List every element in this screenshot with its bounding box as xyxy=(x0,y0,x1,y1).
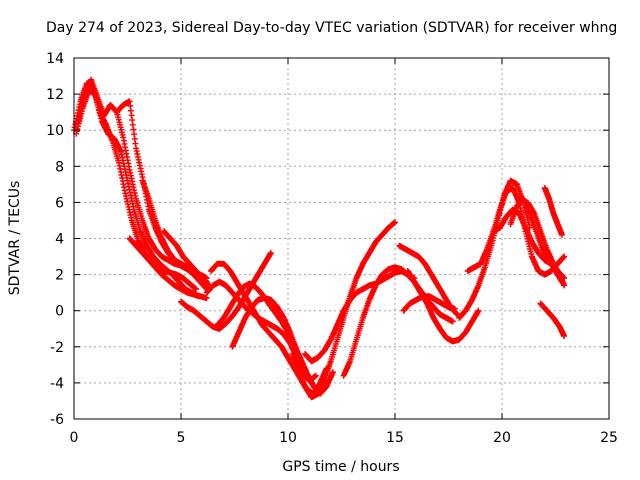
data-marker xyxy=(541,185,565,238)
data-marker xyxy=(160,228,212,289)
x-tick-label: 10 xyxy=(279,430,297,446)
satellite-track-25 xyxy=(541,185,565,238)
x-tick-label: 25 xyxy=(600,430,618,446)
data-marker xyxy=(302,268,418,365)
y-tick-label: 12 xyxy=(46,87,64,103)
data-marker xyxy=(524,199,568,289)
x-axis-label: GPS time / hours xyxy=(282,459,399,475)
data-points xyxy=(71,76,568,401)
satellite-track-18 xyxy=(404,268,482,345)
y-tick-label: 8 xyxy=(55,159,64,175)
satellite-track-24 xyxy=(537,300,568,339)
satellite-track-6 xyxy=(139,177,210,285)
data-marker xyxy=(139,177,210,285)
satellite-track-7 xyxy=(160,228,212,289)
y-axis-label: SDTVAR / TECUs xyxy=(7,181,23,296)
satellite-track-5 xyxy=(126,235,210,302)
x-tick-label: 15 xyxy=(386,430,404,446)
y-tick-label: -2 xyxy=(50,340,64,356)
data-marker xyxy=(229,295,306,368)
y-tick-label: 4 xyxy=(55,232,64,248)
y-tick-label: -6 xyxy=(50,412,64,428)
satellite-track-12 xyxy=(229,295,306,368)
y-tick-label: 2 xyxy=(55,268,64,284)
y-tick-label: 6 xyxy=(55,195,64,211)
satellite-track-23 xyxy=(524,199,568,289)
x-tick-label: 20 xyxy=(493,430,511,446)
y-tick-label: -4 xyxy=(50,376,64,392)
y-tick-label: 14 xyxy=(46,51,64,67)
x-tick-label: 5 xyxy=(177,430,186,446)
chart-title: Day 274 of 2023, Sidereal Day-to-day VTE… xyxy=(46,20,617,36)
data-marker xyxy=(126,235,210,302)
x-tick-label: 0 xyxy=(70,430,79,446)
y-tick-label: 10 xyxy=(46,123,64,139)
y-tick-label: 0 xyxy=(55,304,64,320)
data-marker xyxy=(404,268,482,345)
satellite-track-14 xyxy=(302,268,418,365)
data-marker xyxy=(537,300,568,339)
axis-ticks: 0 5 10 15 20 25 -6 -4 -2 0 2 4 6 8 10 12 14 xyxy=(46,51,618,446)
